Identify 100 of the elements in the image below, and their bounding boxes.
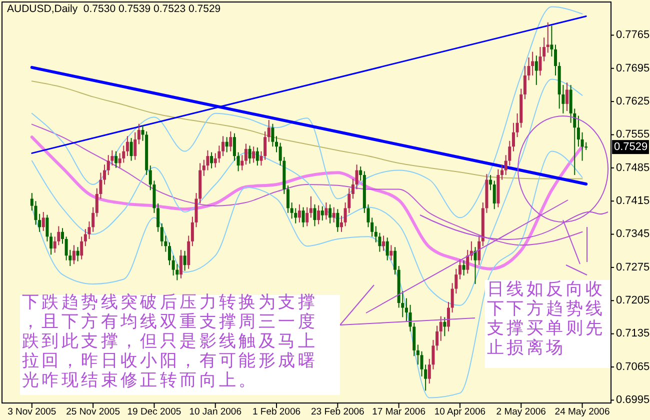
- candlestick: [500, 164, 504, 180]
- candlestick: [80, 236, 84, 260]
- candlestick: [324, 202, 328, 220]
- y-tick-label: 0.7345: [616, 228, 650, 240]
- candlestick: [298, 204, 301, 223]
- candlestick: [222, 136, 225, 157]
- x-tick-label: 23 Feb 2006: [310, 406, 364, 418]
- x-tick-label: 3 Nov 2005: [8, 406, 56, 418]
- candlestick: [576, 115, 580, 148]
- candlestick: [580, 132, 584, 162]
- candlestick: [382, 235, 386, 252]
- y-tick-label: 0.7065: [616, 360, 650, 373]
- candlestick: [244, 143, 248, 166]
- candlestick: [351, 178, 354, 200]
- candlestick: [267, 120, 270, 142]
- candlestick: [137, 123, 140, 145]
- candlestick: [320, 206, 324, 222]
- candlestick: [134, 132, 137, 160]
- candlestick: [424, 364, 428, 392]
- x-tick-label: 10 Apr 2006: [434, 406, 486, 418]
- candlestick: [232, 132, 236, 162]
- candlestick: [443, 316, 446, 337]
- candlestick: [103, 164, 106, 185]
- y-tick-label: 0.7695: [616, 62, 650, 74]
- candlestick: [313, 204, 316, 227]
- candlestick: [393, 246, 396, 276]
- line-series: [31, 80, 583, 180]
- y-tick-label: 0.7555: [616, 128, 650, 141]
- candlestick: [130, 138, 133, 162]
- candlestick: [332, 206, 336, 223]
- candlestick: [106, 154, 110, 176]
- candlestick: [550, 25, 554, 58]
- candlestick: [168, 242, 171, 266]
- candlestick: [275, 136, 278, 153]
- candlestick: [554, 44, 558, 76]
- candlestick: [546, 22, 550, 54]
- x-tick-label: 2 May 2006: [496, 406, 546, 418]
- candlestick: [370, 217, 374, 238]
- candlestick: [240, 154, 244, 171]
- candlestick: [248, 145, 252, 164]
- candlestick: [404, 298, 408, 322]
- candlestick: [478, 235, 481, 266]
- candlestick: [542, 37, 546, 62]
- candlestick: [512, 122, 515, 152]
- candlestick: [260, 150, 263, 166]
- line-series: [30, 136, 584, 270]
- x-tick-label: 1 Feb 2006: [252, 406, 301, 418]
- candlestick: [340, 215, 343, 232]
- candlestick: [306, 206, 309, 227]
- x-tick-label: 25 Nov 2005: [66, 406, 120, 418]
- text: 0.7529: [614, 140, 648, 153]
- candlestick: [302, 206, 305, 228]
- candlestick: [286, 184, 290, 214]
- candlestick: [474, 246, 477, 285]
- candlestick: [141, 124, 144, 142]
- candlestick: [256, 147, 259, 166]
- candlestick: [317, 204, 320, 225]
- candlestick: [565, 82, 568, 112]
- y-tick-label: 0.7625: [616, 95, 650, 108]
- candlestick: [538, 46, 542, 76]
- candlestick: [336, 208, 340, 232]
- x-tick-label: 19 Dec 2005: [127, 406, 182, 418]
- candlestick: [439, 316, 442, 342]
- candlestick: [271, 123, 274, 148]
- candlestick: [309, 196, 312, 218]
- candlestick: [218, 145, 221, 164]
- candlestick: [60, 228, 64, 244]
- candlestick: [210, 152, 214, 169]
- candlestick: [534, 55, 538, 86]
- candlestick: [386, 237, 389, 261]
- x-tick-label: 10 Jan 2006: [189, 406, 242, 418]
- candlestick: [458, 258, 462, 280]
- candlestick: [462, 260, 466, 276]
- candlestick: [328, 204, 332, 224]
- candlestick: [466, 249, 470, 274]
- candlestick: [187, 235, 190, 270]
- candlestick: [122, 145, 126, 164]
- candlestick: [252, 146, 256, 164]
- candlestick: [290, 202, 294, 220]
- y-tick-label: 0.7135: [616, 328, 650, 340]
- candlestick: [126, 136, 129, 157]
- candlestick: [42, 211, 45, 232]
- y-tick-label: 0.7765: [616, 29, 650, 42]
- x-tick-label: 17 Mar 2006: [372, 406, 426, 418]
- annotation: 下跌趋势线突破后压力转换为支撑，且下方有均线双重支撑周三一度跌到此支撑，但只是影线触及马上拉回，昨日收小阳，有可能形成曙光咋现结束修正转而向上。: [22, 292, 318, 391]
- candlestick: [225, 136, 228, 153]
- candlestick: [156, 202, 160, 232]
- candlestick: [183, 250, 186, 272]
- candlestick: [179, 249, 182, 279]
- candlestick: [390, 244, 393, 261]
- y-tick-label: 0.7205: [616, 294, 650, 307]
- candlestick: [76, 246, 80, 262]
- candlestick: [72, 244, 76, 265]
- y-tick-label: 0.7485: [616, 162, 650, 174]
- candlestick: [236, 152, 240, 172]
- candlestick: [114, 150, 118, 168]
- candlestick: [359, 166, 362, 182]
- candlestick: [489, 174, 492, 191]
- candlestick: [229, 130, 232, 152]
- candlestick: [172, 255, 175, 276]
